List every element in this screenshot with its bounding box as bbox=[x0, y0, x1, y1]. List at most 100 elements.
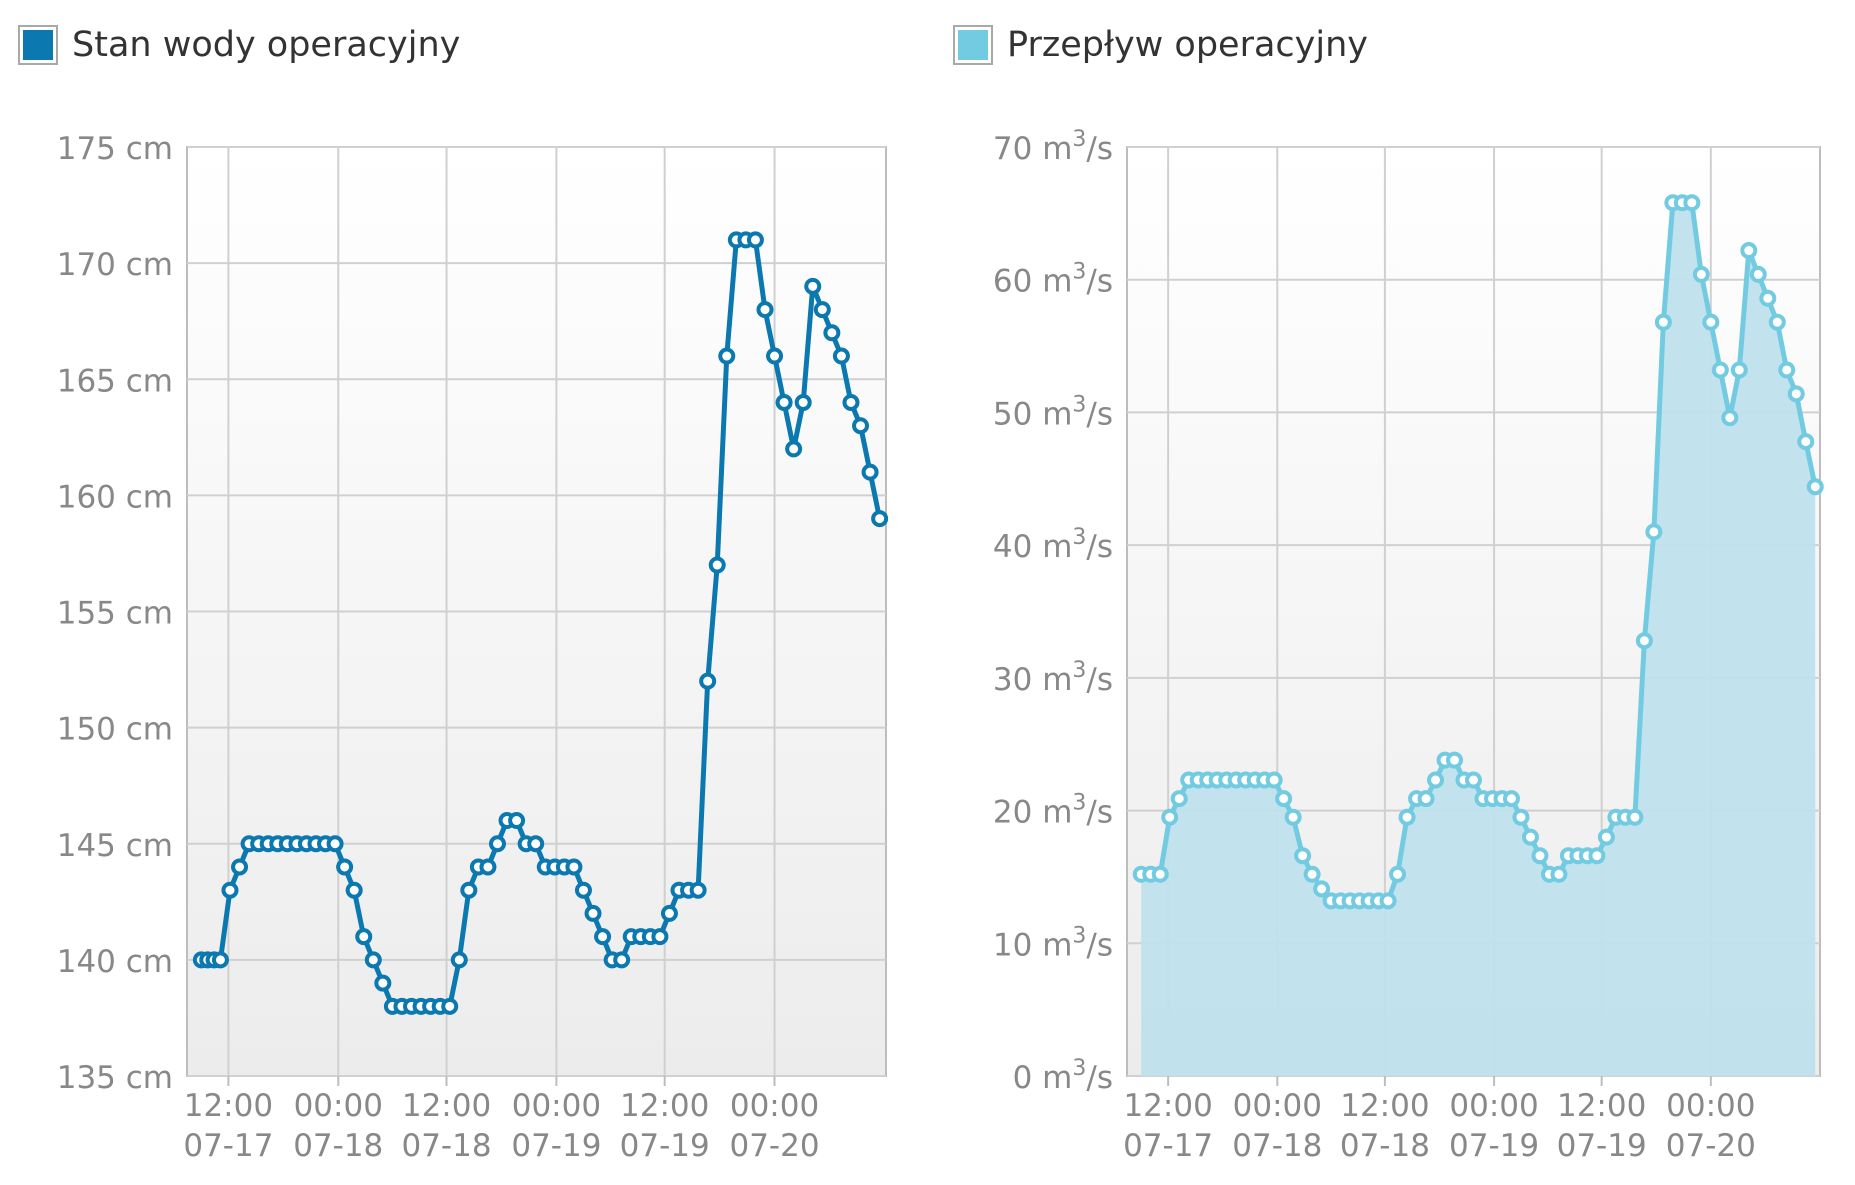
data-point[interactable] bbox=[1626, 808, 1644, 826]
data-point[interactable] bbox=[651, 928, 669, 946]
data-point[interactable] bbox=[508, 812, 526, 830]
data-point[interactable] bbox=[1749, 265, 1767, 283]
data-point[interactable] bbox=[1768, 313, 1786, 331]
data-point[interactable] bbox=[584, 904, 602, 922]
data-point[interactable] bbox=[832, 347, 850, 365]
data-point[interactable] bbox=[794, 393, 812, 411]
data-point[interactable] bbox=[842, 393, 860, 411]
data-point[interactable] bbox=[1284, 808, 1302, 826]
data-point[interactable] bbox=[488, 835, 506, 853]
legend-item-water-level[interactable]: Stan wody operacyjny bbox=[18, 18, 460, 72]
data-point[interactable] bbox=[1702, 313, 1720, 331]
data-point[interactable] bbox=[699, 672, 717, 690]
data-point[interactable] bbox=[1417, 790, 1435, 808]
y-tick-label: 160 cm bbox=[57, 479, 173, 515]
data-point[interactable] bbox=[1303, 865, 1321, 883]
data-point[interactable] bbox=[374, 974, 392, 992]
x-tick-label-time: 12:00 bbox=[402, 1088, 491, 1124]
x-tick-label-date: 07-18 bbox=[293, 1128, 383, 1164]
data-point[interactable] bbox=[1759, 289, 1777, 307]
x-tick-label-date: 07-19 bbox=[511, 1128, 601, 1164]
data-point[interactable] bbox=[746, 231, 764, 249]
data-point[interactable] bbox=[450, 951, 468, 969]
data-point[interactable] bbox=[441, 997, 459, 1015]
data-point[interactable] bbox=[1275, 790, 1293, 808]
legend-color-water-level bbox=[23, 30, 53, 60]
data-point[interactable] bbox=[1170, 790, 1188, 808]
x-tick-label-time: 00:00 bbox=[1449, 1088, 1538, 1124]
data-point[interactable] bbox=[1389, 865, 1407, 883]
data-point[interactable] bbox=[813, 301, 831, 319]
data-point[interactable] bbox=[1683, 194, 1701, 212]
data-point[interactable] bbox=[689, 881, 707, 899]
x-tick-label-time: 12:00 bbox=[1123, 1088, 1212, 1124]
data-point[interactable] bbox=[1797, 433, 1815, 451]
data-point[interactable] bbox=[345, 881, 363, 899]
x-tick-label-time: 00:00 bbox=[294, 1088, 383, 1124]
data-point[interactable] bbox=[1512, 808, 1530, 826]
data-point[interactable] bbox=[565, 858, 583, 876]
y-tick-label: 170 cm bbox=[57, 247, 173, 283]
data-point[interactable] bbox=[823, 324, 841, 342]
data-point[interactable] bbox=[1635, 632, 1653, 650]
data-point[interactable] bbox=[1550, 865, 1568, 883]
data-point[interactable] bbox=[1379, 892, 1397, 910]
data-point[interactable] bbox=[785, 440, 803, 458]
x-tick-label-date: 07-18 bbox=[1340, 1128, 1430, 1164]
data-point[interactable] bbox=[211, 951, 229, 969]
data-point[interactable] bbox=[1531, 847, 1549, 865]
data-point[interactable] bbox=[1398, 808, 1416, 826]
y-tick-label: 175 cm bbox=[57, 131, 173, 167]
data-point[interactable] bbox=[231, 858, 249, 876]
data-point[interactable] bbox=[1161, 808, 1179, 826]
data-point[interactable] bbox=[852, 417, 870, 435]
data-point[interactable] bbox=[1588, 847, 1606, 865]
data-point[interactable] bbox=[804, 277, 822, 295]
data-point[interactable] bbox=[221, 881, 239, 899]
data-point[interactable] bbox=[1711, 361, 1729, 379]
flow-chart: 0 m3/s 10 m3/s 20 m3/s 30 m3/s 40 m3/s 50 m3/… bbox=[993, 127, 1824, 1164]
data-point[interactable] bbox=[1740, 242, 1758, 260]
data-point[interactable] bbox=[1654, 313, 1672, 331]
data-point[interactable] bbox=[1446, 751, 1464, 769]
data-point[interactable] bbox=[708, 556, 726, 574]
data-point[interactable] bbox=[1806, 478, 1824, 496]
data-point[interactable] bbox=[1778, 361, 1796, 379]
data-point[interactable] bbox=[1730, 361, 1748, 379]
data-point[interactable] bbox=[775, 393, 793, 411]
legend-item-flow[interactable]: Przepływ operacyjny bbox=[953, 18, 1368, 72]
x-tick-label-date: 07-17 bbox=[1123, 1128, 1213, 1164]
y-tick-label: 20 m3/s bbox=[993, 791, 1113, 831]
data-point[interactable] bbox=[766, 347, 784, 365]
data-point[interactable] bbox=[718, 347, 736, 365]
data-point[interactable] bbox=[660, 904, 678, 922]
data-point[interactable] bbox=[364, 951, 382, 969]
data-point[interactable] bbox=[594, 928, 612, 946]
data-point[interactable] bbox=[871, 510, 889, 528]
y-tick-label: 150 cm bbox=[57, 712, 173, 748]
data-point[interactable] bbox=[1265, 771, 1283, 789]
data-point[interactable] bbox=[613, 951, 631, 969]
data-point[interactable] bbox=[756, 301, 774, 319]
data-point[interactable] bbox=[479, 858, 497, 876]
data-point[interactable] bbox=[574, 881, 592, 899]
data-point[interactable] bbox=[1313, 880, 1331, 898]
data-point[interactable] bbox=[527, 835, 545, 853]
data-point[interactable] bbox=[1645, 523, 1663, 541]
data-point[interactable] bbox=[1721, 409, 1739, 427]
data-point[interactable] bbox=[1787, 385, 1805, 403]
data-point[interactable] bbox=[1427, 771, 1445, 789]
data-point[interactable] bbox=[1502, 790, 1520, 808]
data-point[interactable] bbox=[355, 928, 373, 946]
data-point[interactable] bbox=[861, 463, 879, 481]
data-point[interactable] bbox=[1692, 265, 1710, 283]
data-point[interactable] bbox=[1597, 828, 1615, 846]
data-point[interactable] bbox=[336, 858, 354, 876]
data-point[interactable] bbox=[326, 835, 344, 853]
data-point[interactable] bbox=[1521, 828, 1539, 846]
data-point[interactable] bbox=[1465, 771, 1482, 789]
data-point[interactable] bbox=[1294, 847, 1312, 865]
x-tick-label-time: 12:00 bbox=[1340, 1088, 1429, 1124]
data-point[interactable] bbox=[460, 881, 478, 899]
data-point[interactable] bbox=[1151, 865, 1169, 883]
